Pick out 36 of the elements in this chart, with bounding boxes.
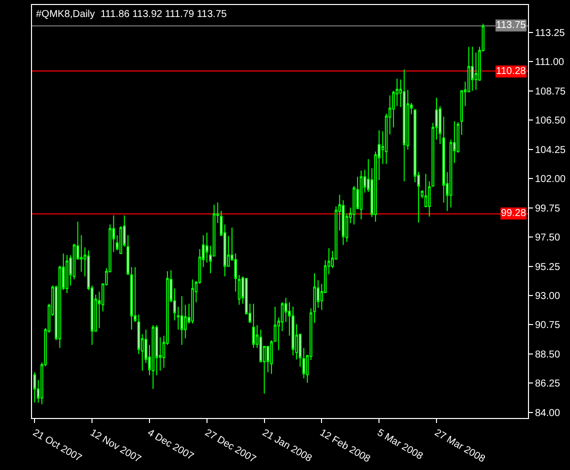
x-tick-label: 21 Jan 2008: [260, 427, 314, 465]
y-tick-label: 86.25: [535, 378, 560, 390]
y-tick-label: 99.75: [535, 203, 560, 214]
ref-line-label: 99.28: [501, 208, 526, 219]
y-tick-label: 88.50: [535, 349, 560, 360]
candlestick: [180, 296, 184, 346]
x-tick-label: 12 Nov 2007: [88, 427, 144, 466]
y-tick-label: 84.00: [535, 408, 560, 419]
x-tick-label: 27 Dec 2007: [202, 427, 258, 466]
x-tick-label: 21 Oct 2007: [30, 427, 84, 464]
y-tick-label: 93.00: [535, 290, 560, 302]
y-tick-label: 97.50: [535, 232, 560, 244]
x-tick-label: 4 Dec 2007: [146, 427, 196, 463]
y-tick-label: 90.75: [535, 320, 560, 332]
candlestick: [302, 347, 306, 379]
candlestick: [402, 68, 406, 182]
candlestick: [66, 254, 68, 294]
y-tick-label: 106.50: [535, 116, 566, 127]
y-tick-label: 111.00: [535, 57, 565, 68]
x-tick-label: 27 Mar 2008: [432, 427, 488, 466]
ref-line-label: 110.28: [496, 66, 526, 77]
y-tick-label: 95.25: [535, 262, 560, 273]
candlestick: [152, 324, 154, 390]
candlestick: [471, 46, 474, 92]
x-tick-label: 12 Feb 2008: [318, 427, 372, 466]
y-tick-label: 104.25: [535, 144, 566, 156]
candlestick: [191, 278, 194, 324]
candlestick: [292, 306, 294, 356]
y-tick-label: 108.75: [535, 86, 566, 98]
candlestick: [252, 303, 255, 348]
ref-line-label: 113.75: [496, 20, 526, 31]
y-tick-label: 102.00: [535, 174, 566, 186]
chart-title: #QMK8,Daily 111.86 113.92 111.79 113.75: [36, 9, 228, 20]
y-tick-label: 113.25: [535, 28, 566, 39]
x-tick-label: 5 Mar 2008: [375, 427, 425, 462]
candlestick: [360, 170, 363, 220]
